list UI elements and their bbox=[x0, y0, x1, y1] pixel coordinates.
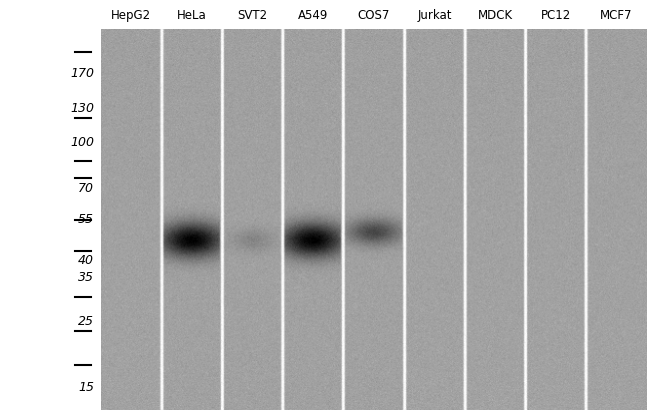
Text: PC12: PC12 bbox=[541, 9, 571, 22]
Text: 35: 35 bbox=[78, 271, 94, 284]
Text: 100: 100 bbox=[70, 136, 94, 149]
Text: 40: 40 bbox=[78, 254, 94, 267]
Text: A549: A549 bbox=[298, 9, 328, 22]
Text: 130: 130 bbox=[70, 102, 94, 115]
Text: MDCK: MDCK bbox=[478, 9, 513, 22]
Text: MCF7: MCF7 bbox=[600, 9, 632, 22]
Text: 170: 170 bbox=[70, 67, 94, 80]
Text: 70: 70 bbox=[78, 182, 94, 195]
Text: Jurkat: Jurkat bbox=[417, 9, 452, 22]
Text: 25: 25 bbox=[78, 315, 94, 328]
Text: COS7: COS7 bbox=[358, 9, 390, 22]
Text: 55: 55 bbox=[78, 213, 94, 226]
Text: HeLa: HeLa bbox=[177, 9, 207, 22]
Text: HepG2: HepG2 bbox=[111, 9, 151, 22]
Text: SVT2: SVT2 bbox=[237, 9, 268, 22]
Text: 15: 15 bbox=[78, 380, 94, 393]
